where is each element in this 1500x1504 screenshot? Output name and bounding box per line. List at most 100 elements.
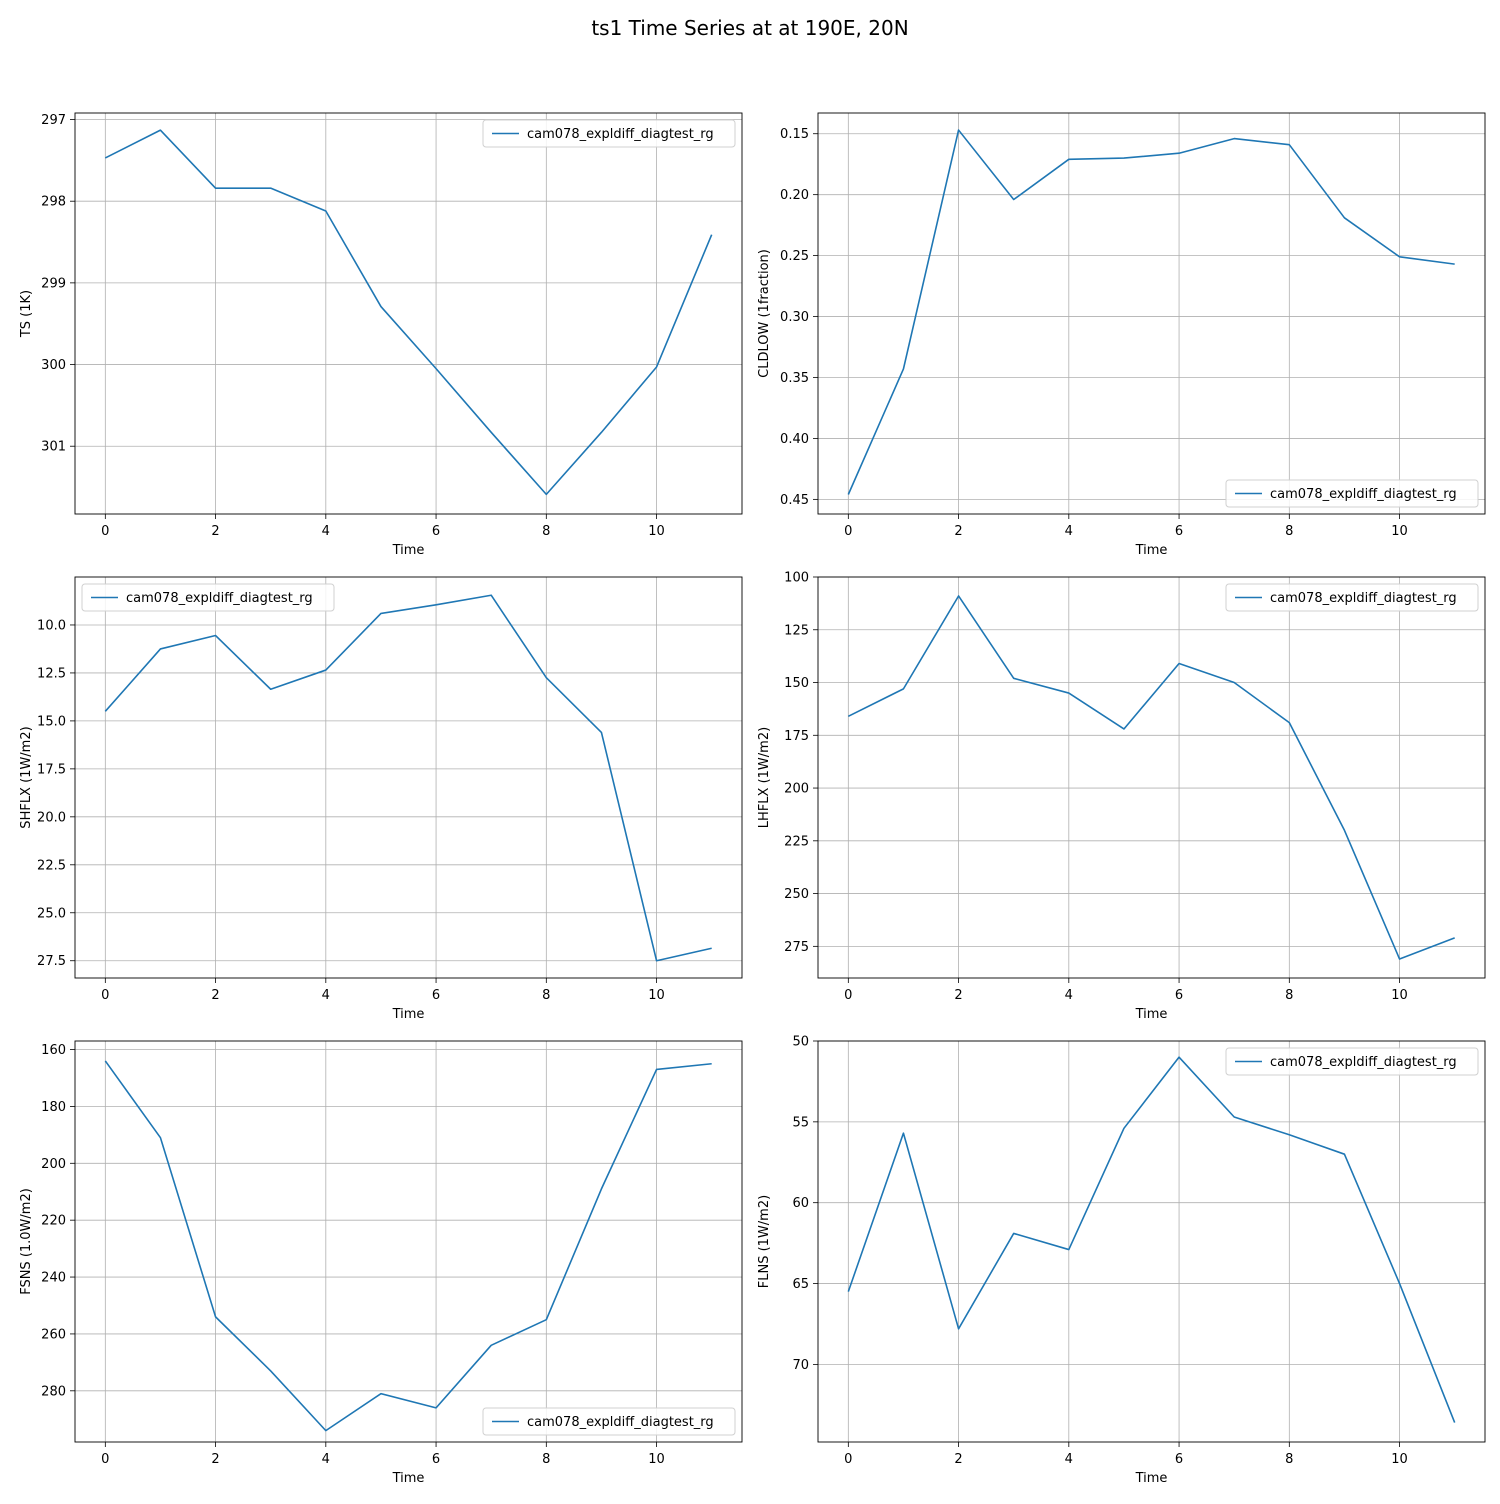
legend-entry: cam078_expldiff_diagtest_rg (126, 591, 313, 606)
x-tick-label: 8 (542, 1452, 550, 1467)
x-tick-label: 10 (1391, 988, 1408, 1003)
y-tick-label: 297 (41, 113, 66, 128)
x-axis-label: Time (392, 1471, 425, 1486)
x-tick-label: 0 (844, 524, 852, 539)
x-tick-label: 2 (211, 1452, 219, 1467)
x-tick-label: 6 (432, 524, 440, 539)
y-tick-label: 240 (41, 1271, 66, 1286)
y-tick-label: 0.20 (780, 188, 809, 203)
legend: cam078_expldiff_diagtest_rg (482, 1407, 736, 1436)
x-tick-label: 0 (844, 988, 852, 1003)
legend-box (1225, 583, 1479, 612)
x-tick-label: 8 (1285, 1452, 1293, 1467)
y-axis-label: SHFLX (1W/m2) (19, 726, 34, 828)
x-tick-label: 2 (954, 1452, 962, 1467)
x-tick-label: 6 (432, 1452, 440, 1467)
y-tick-label: 225 (784, 834, 809, 849)
y-axis-label: FSNS (1.0W/m2) (19, 1188, 34, 1295)
x-tick-label: 8 (1285, 988, 1293, 1003)
x-tick-label: 10 (1391, 1452, 1408, 1467)
x-tick-label: 10 (648, 524, 665, 539)
x-tick-label: 10 (648, 1452, 665, 1467)
x-tick-label: 4 (322, 988, 330, 1003)
x-tick-label: 0 (101, 988, 109, 1003)
legend-box (482, 1407, 736, 1436)
x-tick-label: 2 (211, 988, 219, 1003)
subplot-6: 0 2 4 6 8 10 50 55 60 65 70 Time FLNS (1W/m2) cam078_… (757, 1035, 1486, 1486)
y-tick-label: 22.5 (37, 858, 66, 873)
y-tick-label: 220 (41, 1214, 66, 1229)
series-line (104, 1060, 712, 1432)
y-tick-label: 301 (41, 440, 66, 455)
figure-title: ts1 Time Series at at 190E, 20N (591, 16, 909, 40)
axes-frame (74, 1040, 743, 1443)
x-tick-label: 2 (954, 988, 962, 1003)
y-tick-label: 27.5 (37, 954, 66, 969)
axes-frame (817, 576, 1486, 979)
subplot-3: 0 2 4 6 8 10 10.0 12.5 15.0 17.5 20.0 22.5 25.0 27.5 T… (19, 576, 743, 1022)
y-tick-label: 260 (41, 1327, 66, 1342)
x-tick-label: 6 (1175, 988, 1183, 1003)
x-tick-label: 8 (542, 524, 550, 539)
y-tick-label: 250 (784, 887, 809, 902)
x-tick-label: 2 (211, 524, 219, 539)
y-axis-label: TS (1K) (19, 290, 34, 338)
x-axis-label: Time (392, 543, 425, 558)
subplot-5: 0 2 4 6 8 10 160 180 200 220 240 260 280 Time FSNS (1.… (19, 1040, 743, 1486)
x-tick-label: 2 (954, 524, 962, 539)
y-tick-label: 0.45 (780, 493, 809, 508)
x-tick-label: 10 (648, 988, 665, 1003)
y-tick-label: 70 (792, 1358, 809, 1373)
subplot-1: 0 2 4 6 8 10 297 298 299 300 301 Time TS (1K) cam078_… (19, 112, 743, 558)
x-axis-label: Time (1135, 1471, 1168, 1486)
legend-entry: cam078_expldiff_diagtest_rg (1270, 591, 1457, 606)
legend-entry: cam078_expldiff_diagtest_rg (1270, 487, 1457, 502)
y-tick-label: 0.25 (780, 249, 809, 264)
legend: cam078_expldiff_diagtest_rg (1225, 1047, 1479, 1076)
y-tick-label: 150 (784, 676, 809, 691)
series-line (104, 129, 713, 496)
y-tick-label: 298 (41, 195, 66, 210)
y-tick-label: 300 (41, 358, 66, 373)
y-tick-label: 0.15 (780, 127, 809, 142)
y-tick-label: 299 (41, 276, 66, 291)
x-tick-label: 4 (322, 1452, 330, 1467)
x-tick-label: 6 (1175, 524, 1183, 539)
legend-entry: cam078_expldiff_diagtest_rg (527, 127, 714, 142)
x-axis-label: Time (1135, 1007, 1168, 1022)
legend-box (482, 119, 736, 148)
legend: cam078_expldiff_diagtest_rg (482, 119, 736, 148)
series-line (104, 594, 712, 962)
y-tick-label: 0.40 (780, 432, 809, 447)
y-tick-label: 55 (792, 1115, 809, 1130)
series-line (847, 595, 1455, 960)
x-axis-label: Time (392, 1007, 425, 1022)
legend-entry: cam078_expldiff_diagtest_rg (1270, 1055, 1457, 1070)
legend: cam078_expldiff_diagtest_rg (81, 583, 335, 612)
x-tick-label: 0 (101, 1452, 109, 1467)
y-tick-label: 200 (41, 1157, 66, 1172)
y-tick-label: 25.0 (37, 906, 66, 921)
subplot-2: 0 2 4 6 8 10 0.15 0.20 0.25 0.30 0.35 0.40 0.45 Time C… (757, 112, 1486, 558)
series-line (847, 1056, 1456, 1423)
x-tick-label: 4 (322, 524, 330, 539)
y-tick-label: 175 (784, 729, 809, 744)
x-tick-label: 0 (101, 524, 109, 539)
legend-entry: cam078_expldiff_diagtest_rg (527, 1415, 714, 1430)
y-tick-label: 0.35 (780, 371, 809, 386)
y-tick-label: 100 (784, 571, 809, 586)
x-tick-label: 8 (1285, 524, 1293, 539)
axes-frame (817, 112, 1486, 515)
y-tick-label: 275 (784, 940, 809, 955)
y-tick-label: 50 (792, 1035, 809, 1050)
y-tick-label: 0.30 (780, 310, 809, 325)
x-tick-label: 0 (844, 1452, 852, 1467)
y-tick-label: 20.0 (37, 810, 66, 825)
y-tick-label: 12.5 (37, 666, 66, 681)
x-tick-label: 10 (1391, 524, 1408, 539)
axes-frame (74, 576, 743, 979)
legend: cam078_expldiff_diagtest_rg (1225, 479, 1479, 508)
y-axis-label: FLNS (1W/m2) (757, 1195, 772, 1288)
y-tick-label: 200 (784, 782, 809, 797)
